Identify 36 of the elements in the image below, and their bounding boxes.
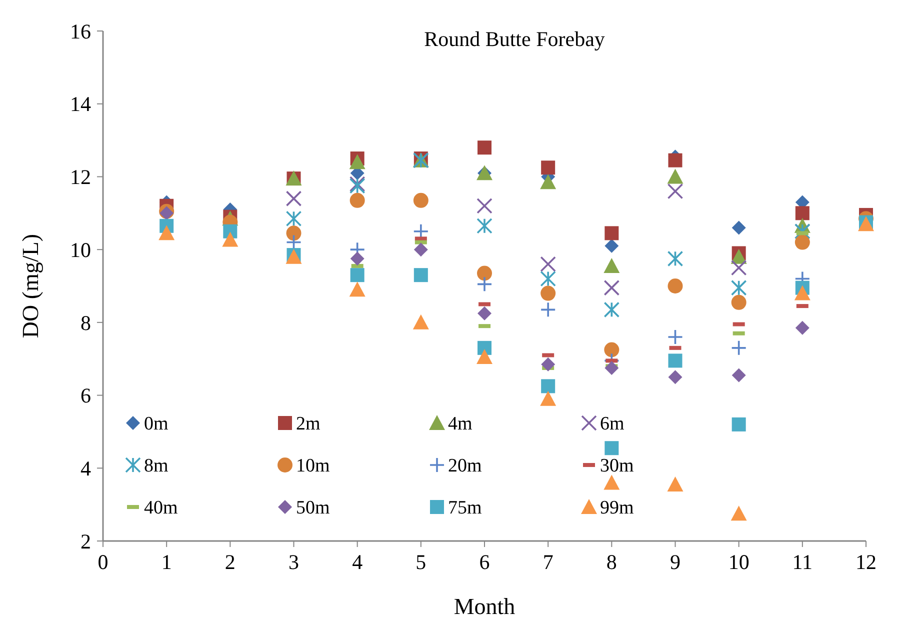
y-axis-title: DO (mg/L) xyxy=(18,234,43,338)
legend-label: 99m xyxy=(600,498,634,519)
x-tick-label: 2 xyxy=(224,550,236,574)
x-tick-label: 4 xyxy=(352,550,364,574)
y-tick-label: 10 xyxy=(70,238,91,262)
legend-label: 8m xyxy=(144,456,168,477)
legend-label: 0m xyxy=(144,414,168,435)
legend-label: 50m xyxy=(296,498,330,519)
x-axis-title: Month xyxy=(454,594,516,619)
chart-title: Round Butte Forebay xyxy=(424,27,606,51)
x-tick-label: 0 xyxy=(98,550,108,574)
x-tick-label: 10 xyxy=(728,550,750,574)
y-tick-label: 6 xyxy=(80,384,91,408)
legend-label: 40m xyxy=(144,498,178,519)
x-tick-label: 11 xyxy=(792,550,813,574)
y-tick-label: 14 xyxy=(70,92,92,116)
x-tick-label: 1 xyxy=(161,550,172,574)
legend-label: 2m xyxy=(296,414,320,435)
legend-label: 6m xyxy=(600,414,624,435)
legend-label: 75m xyxy=(448,498,482,519)
x-tick-label: 8 xyxy=(606,550,617,574)
x-tick-label: 7 xyxy=(542,550,554,574)
x-tick-label: 3 xyxy=(288,550,299,574)
legend-label: 30m xyxy=(600,456,634,477)
y-tick-label: 4 xyxy=(80,456,92,480)
y-tick-label: 2 xyxy=(80,529,91,554)
legend-label: 20m xyxy=(448,456,482,477)
y-tick-label: 8 xyxy=(80,310,91,335)
x-tick-label: 12 xyxy=(856,550,876,574)
legend-label: 4m xyxy=(448,414,472,435)
x-tick-label: 9 xyxy=(670,550,680,574)
x-tick-label: 6 xyxy=(479,550,490,574)
x-tick-label: 5 xyxy=(416,550,426,574)
legend-label: 10m xyxy=(296,456,330,477)
y-tick-label: 16 xyxy=(70,19,91,44)
y-tick-label: 12 xyxy=(70,165,91,190)
